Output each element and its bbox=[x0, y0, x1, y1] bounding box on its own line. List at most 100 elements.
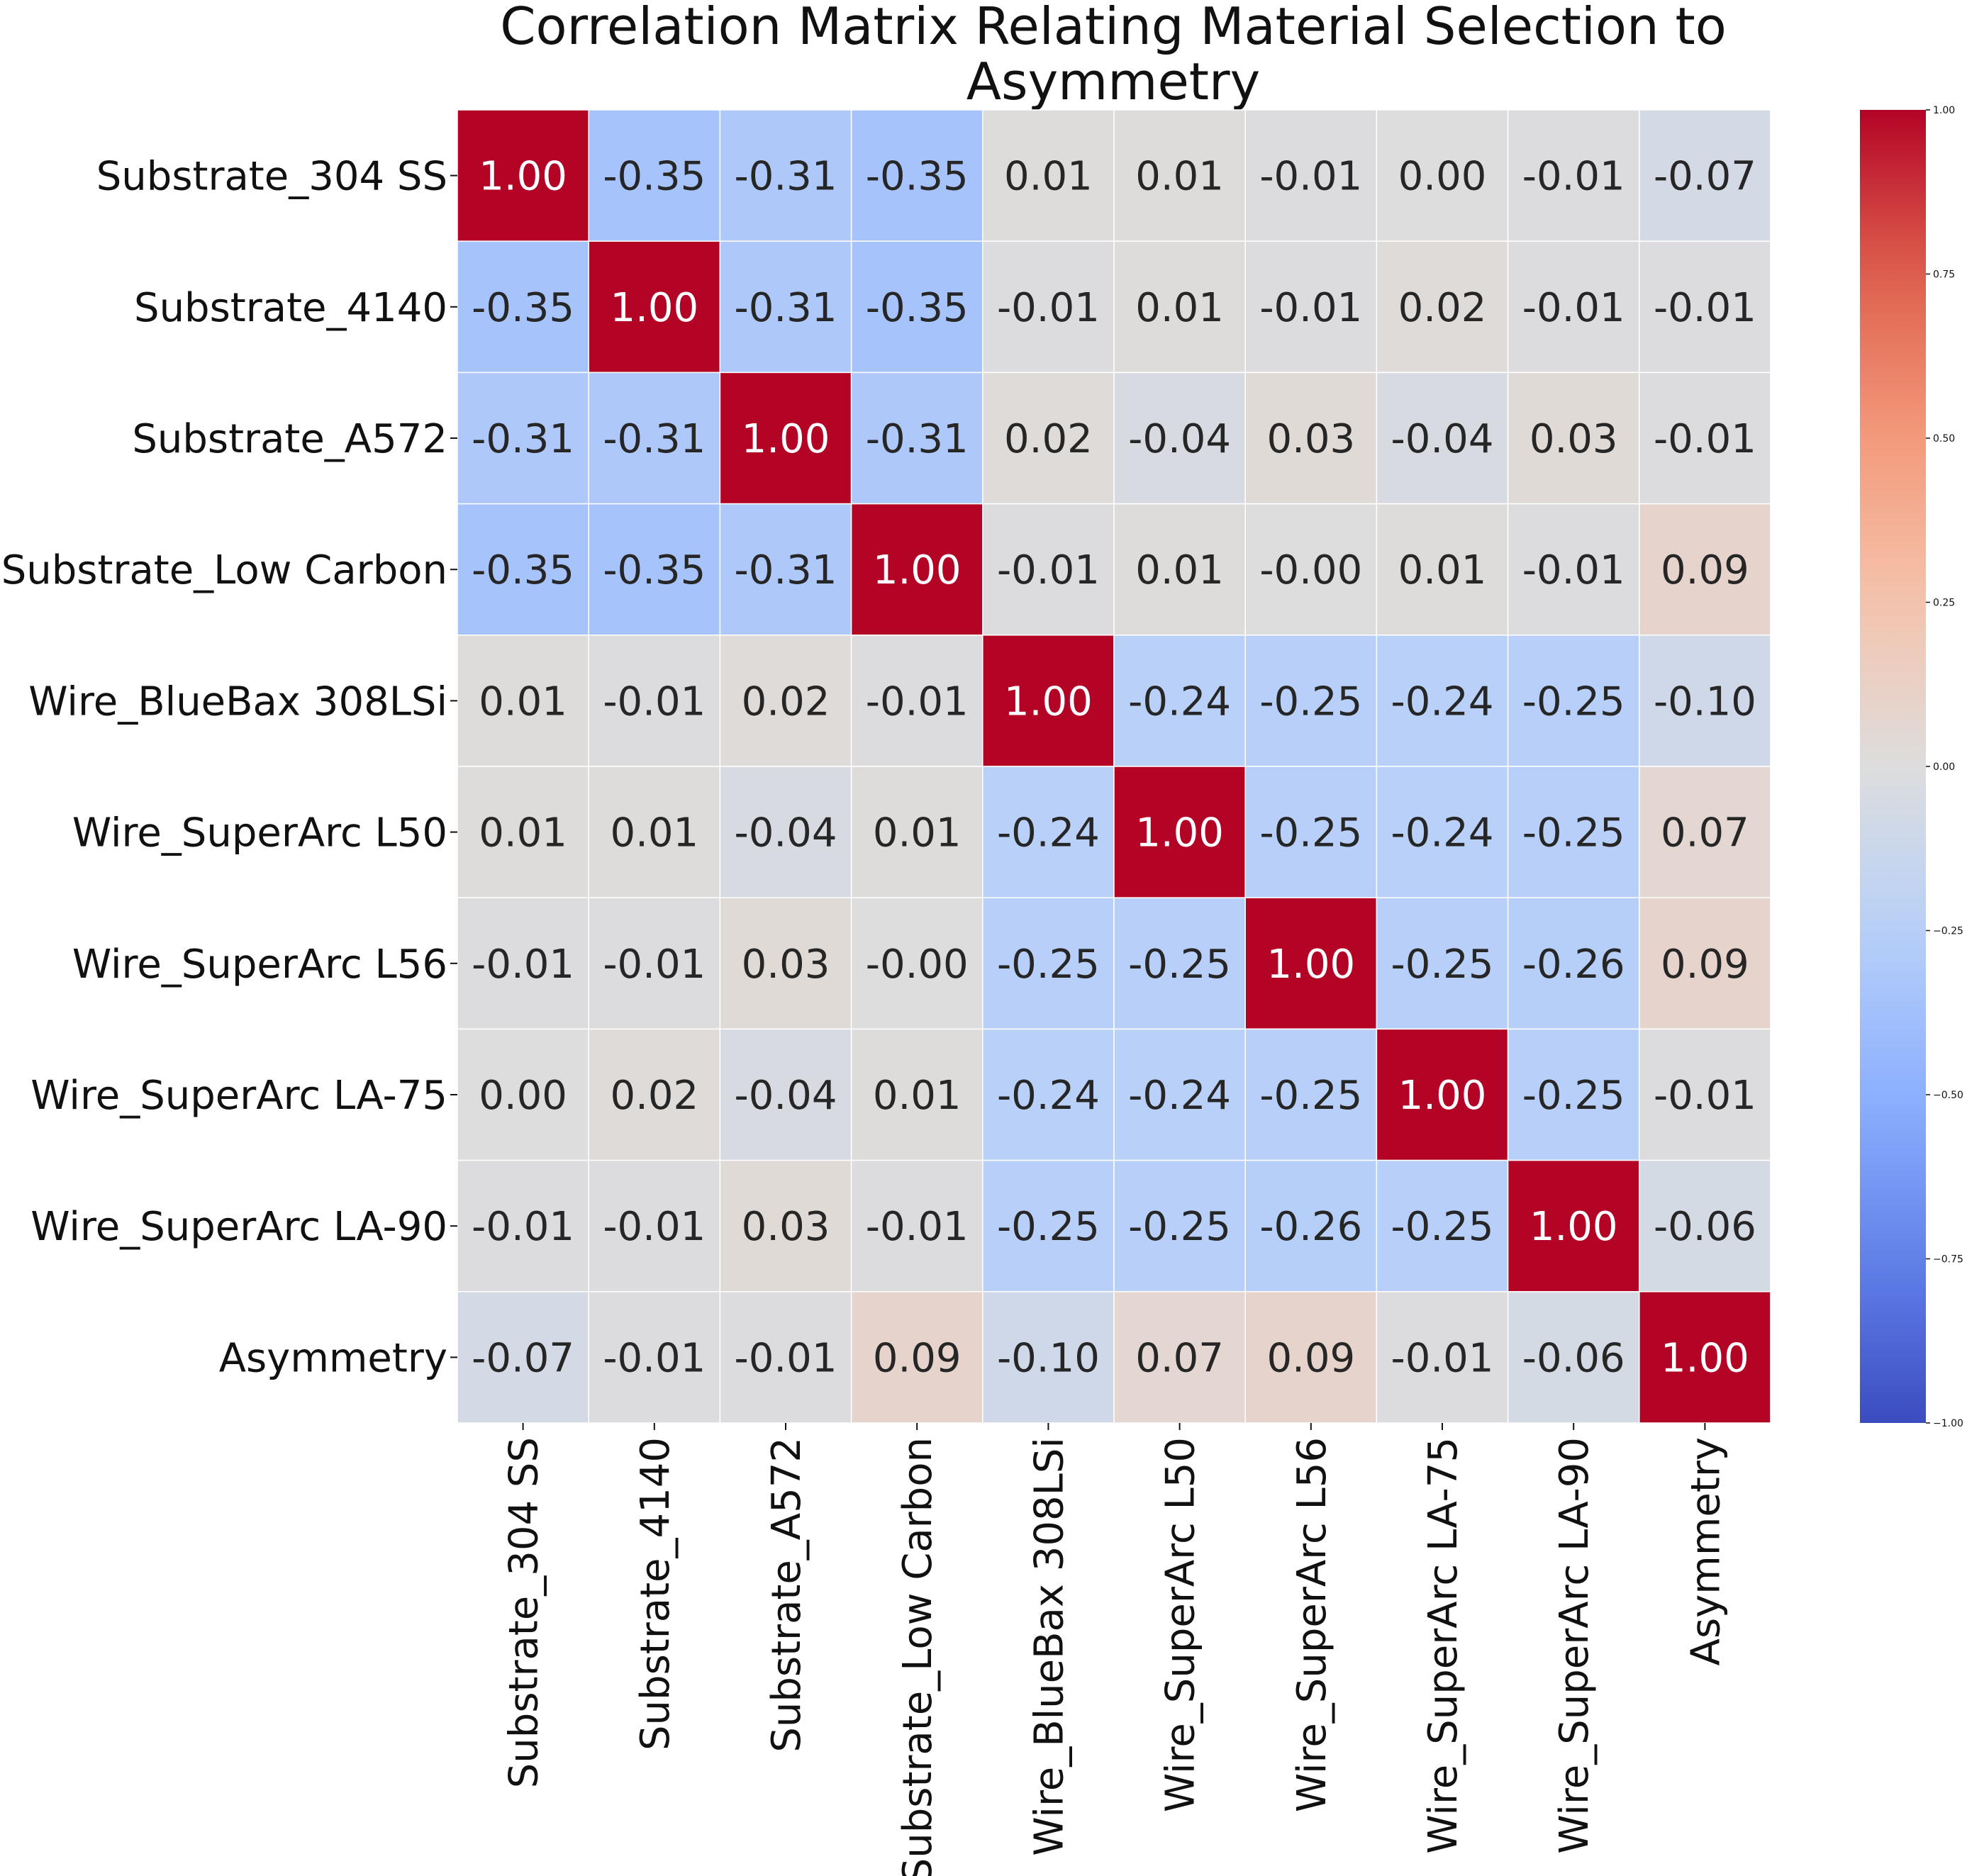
colorbar-tick-label-1: 0.75 bbox=[1933, 269, 1955, 281]
cell-value-label-r5-c5: 1.00 bbox=[1135, 810, 1224, 856]
cell-value-label-r9-c4: -0.10 bbox=[997, 1335, 1100, 1381]
cell-value-label-r3-c7: 0.01 bbox=[1398, 547, 1487, 593]
heatmap-cell-r2-c8 bbox=[1507, 372, 1640, 505]
cell-value-label-r6-c2: 0.03 bbox=[742, 942, 830, 988]
cell-value-label-r9-c0: -0.07 bbox=[472, 1335, 574, 1381]
heatmap-cell-r0-c5 bbox=[1113, 109, 1246, 242]
cell-value-label-r6-c0: -0.01 bbox=[472, 942, 574, 988]
heatmap-cell-r5-c0 bbox=[457, 766, 589, 898]
cell-value-label-r2-c5: -0.04 bbox=[1128, 416, 1231, 462]
colorbar-tick-label-2: 0.50 bbox=[1933, 433, 1955, 445]
cell-value-label-r0-c1: -0.35 bbox=[603, 154, 706, 200]
cell-value-label-r6-c6: 1.00 bbox=[1266, 942, 1355, 988]
cell-value-label-r7-c6: -0.25 bbox=[1259, 1073, 1362, 1119]
heatmap-cell-r8-c2 bbox=[719, 1159, 852, 1292]
heatmap-cell-r9-c8 bbox=[1507, 1291, 1640, 1424]
heatmap-cell-labels: 1.00 -0.35 -0.31 -0.35 0.01 0.01 -0.01 0.00 -0.0… bbox=[472, 154, 1756, 1382]
cell-value-label-r8-c6: -0.26 bbox=[1259, 1204, 1362, 1250]
x-tick-label-0: Substrate_304 SS bbox=[501, 1437, 547, 1788]
y-tick-label-7: Wire_SuperArc LA-75 bbox=[30, 1073, 447, 1119]
heatmap-cell-r3-c4 bbox=[982, 503, 1115, 636]
cell-value-label-r0-c5: 0.01 bbox=[1135, 154, 1224, 200]
chart-title-line-2: Asymmetry bbox=[966, 52, 1260, 111]
cell-value-label-r9-c1: -0.01 bbox=[603, 1335, 706, 1381]
cell-value-label-r2-c9: -0.01 bbox=[1654, 416, 1756, 462]
cell-value-label-r1-c5: 0.01 bbox=[1135, 285, 1224, 331]
heatmap-cell-r4-c2 bbox=[719, 635, 852, 767]
heatmap-cell-r6-c7 bbox=[1376, 897, 1509, 1030]
cell-value-label-r8-c3: -0.01 bbox=[866, 1204, 969, 1250]
heatmap-cell-r2-c1 bbox=[588, 372, 721, 505]
cell-value-label-r1-c9: -0.01 bbox=[1654, 285, 1756, 331]
cell-value-label-r1-c1: 1.00 bbox=[610, 285, 698, 331]
heatmap-cell-r5-c8 bbox=[1507, 766, 1640, 898]
heatmap-cell-r7-c1 bbox=[588, 1028, 721, 1161]
heatmap-cell-r1-c8 bbox=[1507, 240, 1640, 374]
cell-value-label-r0-c7: 0.00 bbox=[1398, 154, 1487, 200]
cell-value-label-r7-c0: 0.00 bbox=[479, 1073, 567, 1119]
cell-value-label-r2-c3: -0.31 bbox=[866, 416, 969, 462]
heatmap-cell-r8-c4 bbox=[982, 1159, 1115, 1292]
heatmap-cell-r9-c6 bbox=[1244, 1291, 1378, 1424]
cell-value-label-r8-c4: -0.25 bbox=[997, 1204, 1100, 1250]
cell-value-label-r4-c9: -0.10 bbox=[1654, 679, 1756, 725]
heatmap-cell-r2-c7 bbox=[1376, 372, 1509, 505]
cell-value-label-r2-c2: 1.00 bbox=[742, 416, 830, 462]
cell-value-label-r1-c6: -0.01 bbox=[1259, 285, 1362, 331]
x-tick-label-3: Substrate_Low Carbon bbox=[895, 1437, 941, 1876]
cell-value-label-r3-c6: -0.00 bbox=[1259, 547, 1362, 593]
cell-value-label-r9-c3: 0.09 bbox=[873, 1335, 962, 1381]
cell-value-label-r5-c2: -0.04 bbox=[735, 810, 837, 856]
x-tick-label-2: Substrate_A572 bbox=[764, 1437, 810, 1753]
cell-value-label-r7-c8: -0.25 bbox=[1522, 1073, 1625, 1119]
cell-value-label-r3-c4: -0.01 bbox=[997, 547, 1100, 593]
heatmap-cell-r2-c0 bbox=[457, 372, 589, 505]
chart-title: Correlation Matrix Relating Material Sel… bbox=[500, 0, 1727, 111]
heatmap-cell-r4-c6 bbox=[1244, 635, 1378, 767]
x-tick-label-5: Wire_SuperArc L50 bbox=[1158, 1437, 1204, 1812]
heatmap-cell-r6-c9 bbox=[1639, 897, 1771, 1030]
heatmap-cell-r5-c4 bbox=[982, 766, 1115, 898]
heatmap-cell-r8-c3 bbox=[850, 1159, 984, 1292]
cell-value-label-r1-c7: 0.02 bbox=[1398, 285, 1487, 331]
heatmap-cell-r7-c7 bbox=[1376, 1028, 1509, 1161]
heatmap-cell-r0-c9 bbox=[1639, 109, 1771, 242]
y-axis-tick-labels: Substrate_304 SS Substrate_4140 Substrate_… bbox=[1, 154, 457, 1381]
y-tick-label-5: Wire_SuperArc L50 bbox=[72, 810, 447, 856]
y-tick-label-9: Asymmetry bbox=[219, 1335, 447, 1381]
cell-value-label-r0-c8: -0.01 bbox=[1522, 154, 1625, 200]
cell-value-label-r4-c2: 0.02 bbox=[742, 679, 830, 725]
x-tick-label-6: Wire_SuperArc L56 bbox=[1289, 1437, 1335, 1812]
cell-value-label-r1-c8: -0.01 bbox=[1522, 285, 1625, 331]
cell-value-label-r4-c0: 0.01 bbox=[479, 679, 567, 725]
cell-value-label-r5-c8: -0.25 bbox=[1522, 810, 1625, 856]
heatmap-cell-r5-c3 bbox=[850, 766, 984, 898]
heatmap-cell-r4-c4 bbox=[982, 635, 1115, 767]
heatmap-cell-r0-c0 bbox=[457, 109, 589, 242]
x-tick-label-1: Substrate_4140 bbox=[633, 1437, 679, 1751]
heatmap-cell-r2-c6 bbox=[1244, 372, 1378, 505]
x-tick-label-7: Wire_SuperArc LA-75 bbox=[1420, 1437, 1466, 1854]
cell-value-label-r8-c8: 1.00 bbox=[1529, 1204, 1618, 1250]
y-tick-label-8: Wire_SuperArc LA-90 bbox=[30, 1204, 447, 1250]
cell-value-label-r2-c8: 0.03 bbox=[1529, 416, 1618, 462]
heatmap-cell-r9-c4 bbox=[982, 1291, 1115, 1424]
cell-value-label-r3-c5: 0.01 bbox=[1135, 547, 1224, 593]
colorbar-tick-label-6: −0.50 bbox=[1933, 1090, 1963, 1101]
cell-value-label-r4-c8: -0.25 bbox=[1522, 679, 1625, 725]
cell-value-label-r0-c9: -0.07 bbox=[1654, 154, 1756, 200]
cell-value-label-r7-c2: -0.04 bbox=[735, 1073, 837, 1119]
x-tick-label-9: Asymmetry bbox=[1683, 1437, 1729, 1665]
heatmap-cell-r6-c0 bbox=[457, 897, 589, 1030]
cell-value-label-r3-c3: 1.00 bbox=[873, 547, 962, 593]
cell-value-label-r7-c1: 0.02 bbox=[610, 1073, 698, 1119]
heatmap-cell-r6-c6 bbox=[1244, 897, 1378, 1030]
cell-value-label-r7-c5: -0.24 bbox=[1128, 1073, 1231, 1119]
colorbar-tick-label-0: 1.00 bbox=[1933, 105, 1955, 116]
y-tick-label-4: Wire_BlueBax 308LSi bbox=[28, 679, 447, 725]
heatmap-cells bbox=[457, 109, 1771, 1424]
heatmap-cell-r7-c2 bbox=[719, 1028, 852, 1161]
cell-value-label-r3-c0: -0.35 bbox=[472, 547, 574, 593]
heatmap-cell-r2-c4 bbox=[982, 372, 1115, 505]
